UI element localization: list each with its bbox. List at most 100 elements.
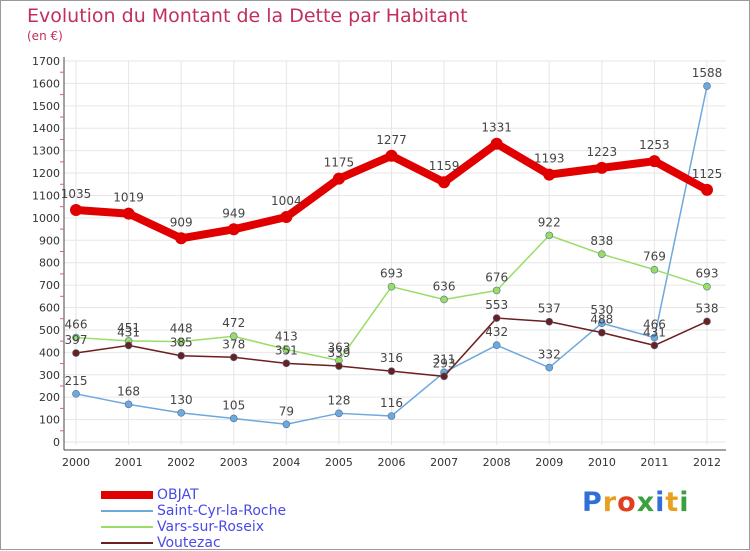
logo-letter: o (617, 487, 637, 518)
data-label-voutezac: 431 (117, 325, 140, 339)
logo-letter: i (679, 487, 690, 518)
data-label-objat: 1019 (113, 191, 144, 205)
data-label-saint-cyr-la-roche: 311 (433, 352, 456, 366)
data-label-objat: 1125 (692, 167, 723, 181)
x-tick-label: 2001 (115, 456, 143, 469)
data-point-objat (595, 161, 608, 174)
data-point-vars-sur-roseix (282, 345, 291, 354)
data-point-vars-sur-roseix (229, 332, 238, 341)
data-point-voutezac (387, 367, 396, 375)
y-tick-label: 500 (39, 324, 60, 337)
data-label-objat: 1004 (271, 194, 302, 208)
legend-label-voutezac: Voutezac (157, 535, 221, 551)
x-tick-label: 2003 (220, 456, 248, 469)
y-tick-label: 700 (39, 279, 60, 292)
y-tick-label: 1100 (32, 189, 60, 202)
data-point-voutezac (440, 372, 448, 381)
data-point-voutezac (703, 317, 711, 326)
data-point-vars-sur-roseix (72, 333, 80, 342)
data-label-saint-cyr-la-roche: 128 (327, 393, 350, 407)
logo-letter: x (636, 487, 656, 518)
data-label-saint-cyr-la-roche: 466 (643, 318, 666, 332)
data-label-voutezac: 431 (643, 325, 666, 339)
y-tick-label: 1200 (32, 167, 60, 180)
chart-legend: OBJAT Saint-Cyr-la-Roche Vars-sur-Roseix… (101, 487, 286, 551)
data-point-voutezac (545, 317, 554, 326)
x-tick-label: 2002 (167, 456, 195, 469)
y-tick-label: 1300 (32, 145, 60, 158)
y-tick-label: 1700 (32, 55, 60, 68)
y-tick-label: 1600 (32, 77, 60, 90)
data-label-objat: 1253 (639, 138, 670, 152)
legend-swatch-saint-cyr-la-roche (101, 510, 153, 512)
data-label-vars-sur-roseix: 636 (433, 279, 456, 293)
legend-swatch-objat (101, 491, 153, 499)
data-label-voutezac: 339 (327, 346, 350, 360)
data-point-vars-sur-roseix (387, 282, 396, 291)
y-tick-label: 600 (39, 302, 60, 315)
x-tick-label: 2000 (62, 456, 90, 469)
data-point-voutezac (229, 353, 238, 362)
data-point-voutezac (72, 349, 80, 357)
data-label-vars-sur-roseix: 413 (275, 329, 298, 343)
data-point-objat (543, 168, 556, 181)
data-label-objat: 1035 (61, 187, 92, 201)
data-point-voutezac (335, 362, 343, 370)
data-point-saint-cyr-la-roche (650, 333, 659, 342)
data-label-saint-cyr-la-roche: 215 (65, 374, 88, 388)
data-label-vars-sur-roseix: 363 (327, 341, 350, 355)
data-label-voutezac: 397 (65, 333, 88, 347)
data-label-saint-cyr-la-roche: 530 (590, 303, 613, 317)
data-label-voutezac: 385 (170, 336, 193, 350)
legend-label-saint-cyr-la-roche: Saint-Cyr-la-Roche (157, 503, 287, 519)
x-tick-label: 2007 (430, 456, 458, 469)
data-point-objat (490, 137, 503, 150)
data-point-vars-sur-roseix (545, 231, 554, 240)
y-tick-label: 1000 (32, 212, 60, 225)
data-label-objat: 1277 (376, 133, 407, 147)
data-label-objat: 949 (222, 206, 245, 220)
data-point-saint-cyr-la-roche (703, 82, 711, 90)
data-label-objat: 1159 (429, 159, 460, 173)
data-point-saint-cyr-la-roche (177, 409, 185, 417)
logo-letter: t (665, 487, 680, 518)
data-point-objat (175, 232, 188, 245)
legend-label-objat: OBJAT (157, 487, 199, 503)
data-label-objat: 1223 (587, 145, 618, 159)
x-tick-label: 2004 (272, 456, 300, 469)
x-tick-label: 2009 (535, 456, 563, 469)
legend-item-vars-sur-roseix: Vars-sur-Roseix (101, 519, 286, 535)
y-tick-label: 800 (39, 257, 60, 270)
data-label-saint-cyr-la-roche: 79 (279, 404, 294, 418)
data-point-saint-cyr-la-roche (72, 390, 80, 398)
data-label-vars-sur-roseix: 466 (65, 318, 88, 332)
x-tick-label: 2012 (693, 456, 721, 469)
data-label-saint-cyr-la-roche: 105 (222, 398, 245, 412)
data-label-voutezac: 538 (696, 301, 719, 315)
x-tick-label: 2011 (640, 456, 668, 469)
data-label-vars-sur-roseix: 693 (696, 267, 719, 281)
legend-label-vars-sur-roseix: Vars-sur-Roseix (157, 519, 264, 535)
legend-item-voutezac: Voutezac (101, 535, 286, 551)
data-label-vars-sur-roseix: 448 (170, 322, 193, 336)
data-label-voutezac: 378 (222, 337, 245, 351)
x-tick-label: 2005 (325, 456, 353, 469)
data-label-saint-cyr-la-roche: 1588 (692, 66, 723, 80)
data-point-voutezac (650, 341, 659, 350)
data-point-voutezac (598, 328, 606, 337)
data-point-objat (227, 223, 240, 236)
data-point-objat (438, 176, 451, 189)
data-point-objat (701, 183, 713, 196)
data-label-vars-sur-roseix: 922 (538, 215, 561, 229)
data-label-voutezac: 537 (538, 302, 561, 316)
data-label-objat: 1331 (481, 121, 512, 135)
data-label-vars-sur-roseix: 838 (590, 234, 613, 248)
data-point-voutezac (492, 314, 501, 322)
data-label-objat: 909 (170, 215, 193, 229)
data-label-voutezac: 293 (433, 356, 456, 370)
data-label-saint-cyr-la-roche: 332 (538, 348, 561, 362)
data-point-voutezac (282, 359, 291, 368)
data-label-saint-cyr-la-roche: 168 (117, 384, 140, 398)
data-point-saint-cyr-la-roche (545, 363, 554, 372)
data-point-saint-cyr-la-roche (282, 420, 291, 429)
